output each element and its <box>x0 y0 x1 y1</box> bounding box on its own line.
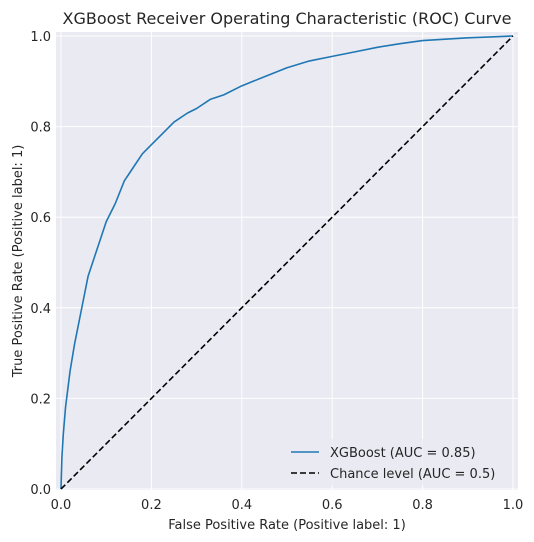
legend-label-chance: Chance level (AUC = 0.5) <box>330 467 495 482</box>
series-line-xgboost <box>60 35 514 490</box>
chart-title: XGBoost Receiver Operating Characteristi… <box>62 9 511 28</box>
x-tick-label: 0.6 <box>322 498 343 513</box>
x-tick-label: 1.0 <box>503 498 524 513</box>
grid-lines <box>56 32 518 490</box>
legend: XGBoost (AUC = 0.85) Chance level (AUC =… <box>284 439 512 485</box>
y-tick-label: 0.6 <box>30 211 51 226</box>
legend-label-xgboost: XGBoost (AUC = 0.85) <box>330 446 476 461</box>
x-axis-label: False Positive Rate (Positive label: 1) <box>168 518 406 533</box>
y-tick-label: 0.0 <box>30 483 51 498</box>
x-tick-labels: 0.0 0.2 0.4 0.6 0.8 1.0 <box>51 498 524 513</box>
series-line-chance <box>60 35 514 490</box>
y-tick-label: 1.0 <box>30 30 51 45</box>
x-tick-label: 0.2 <box>141 498 162 513</box>
legend-box <box>284 439 512 485</box>
x-tick-label: 0.0 <box>51 498 72 513</box>
x-tick-label: 0.4 <box>231 498 252 513</box>
y-tick-label: 0.8 <box>30 121 51 136</box>
y-tick-label: 0.2 <box>30 392 51 407</box>
plot-area-background <box>56 32 518 490</box>
y-axis-label: True Positive Rate (Positive label: 1) <box>11 145 26 379</box>
y-tick-label: 0.4 <box>30 302 51 317</box>
y-tick-labels: 0.0 0.2 0.4 0.6 0.8 1.0 <box>30 30 51 498</box>
x-tick-label: 0.8 <box>412 498 433 513</box>
series-layer <box>60 35 514 490</box>
